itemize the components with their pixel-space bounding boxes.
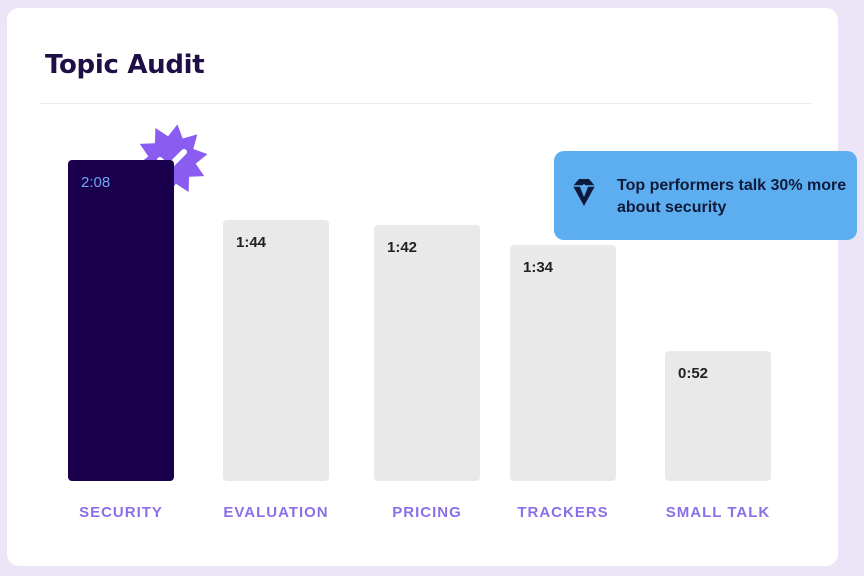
bar-trackers [510, 245, 616, 481]
bar-evaluation [223, 220, 329, 481]
bar-security [68, 160, 174, 481]
bar-value-label: 1:34 [523, 259, 554, 277]
bar-value-label: 2:08 [81, 174, 111, 191]
category-label: SECURITY [79, 504, 163, 521]
card-title: Topic Audit [45, 50, 205, 80]
diamond-gem-icon [573, 179, 595, 206]
category-label: TRACKERS [517, 504, 609, 521]
bar-value-label: 1:44 [236, 234, 267, 252]
insight-callout: Top performers talk 30% more about secur… [554, 151, 857, 240]
callout-text: Top performers talk 30% more about secur… [617, 177, 847, 216]
category-label: SMALL TALK [665, 504, 771, 521]
bar-value-label: 1:42 [387, 239, 418, 257]
bar-value-label: 0:52 [678, 364, 709, 382]
title-divider [40, 103, 812, 104]
bar-small-talk [665, 350, 771, 481]
category-label: PRICING [392, 504, 462, 521]
category-label: EVALUATION [223, 504, 329, 521]
bar-pricing [374, 225, 480, 481]
